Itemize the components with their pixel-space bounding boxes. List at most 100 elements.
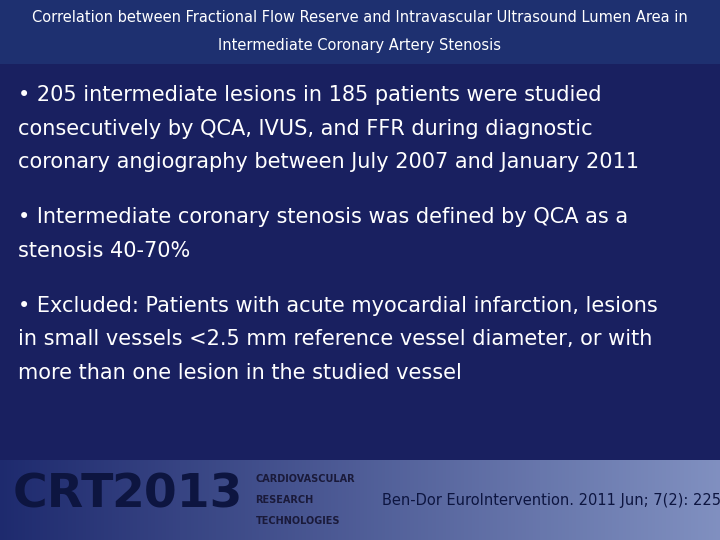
FancyBboxPatch shape <box>400 460 403 540</box>
FancyBboxPatch shape <box>493 460 497 540</box>
FancyBboxPatch shape <box>655 460 659 540</box>
Text: 2013: 2013 <box>112 472 243 517</box>
FancyBboxPatch shape <box>263 460 266 540</box>
FancyBboxPatch shape <box>299 460 302 540</box>
FancyBboxPatch shape <box>572 460 576 540</box>
FancyBboxPatch shape <box>374 460 378 540</box>
FancyBboxPatch shape <box>652 460 655 540</box>
FancyBboxPatch shape <box>234 460 238 540</box>
FancyBboxPatch shape <box>90 460 94 540</box>
FancyBboxPatch shape <box>220 460 223 540</box>
FancyBboxPatch shape <box>504 460 508 540</box>
FancyBboxPatch shape <box>425 460 428 540</box>
FancyBboxPatch shape <box>270 460 274 540</box>
FancyBboxPatch shape <box>590 460 594 540</box>
FancyBboxPatch shape <box>266 460 270 540</box>
FancyBboxPatch shape <box>392 460 396 540</box>
FancyBboxPatch shape <box>284 460 288 540</box>
FancyBboxPatch shape <box>457 460 461 540</box>
FancyBboxPatch shape <box>238 460 241 540</box>
FancyBboxPatch shape <box>119 460 122 540</box>
FancyBboxPatch shape <box>277 460 281 540</box>
FancyBboxPatch shape <box>623 460 626 540</box>
FancyBboxPatch shape <box>18 460 22 540</box>
FancyBboxPatch shape <box>418 460 421 540</box>
FancyBboxPatch shape <box>385 460 389 540</box>
FancyBboxPatch shape <box>166 460 169 540</box>
FancyBboxPatch shape <box>558 460 562 540</box>
FancyBboxPatch shape <box>79 460 83 540</box>
FancyBboxPatch shape <box>335 460 338 540</box>
Text: more than one lesion in the studied vessel: more than one lesion in the studied vess… <box>18 363 462 383</box>
FancyBboxPatch shape <box>349 460 353 540</box>
FancyBboxPatch shape <box>292 460 295 540</box>
FancyBboxPatch shape <box>716 460 720 540</box>
FancyBboxPatch shape <box>533 460 536 540</box>
FancyBboxPatch shape <box>230 460 234 540</box>
Text: stenosis 40-70%: stenosis 40-70% <box>18 241 190 261</box>
FancyBboxPatch shape <box>256 460 259 540</box>
FancyBboxPatch shape <box>403 460 407 540</box>
FancyBboxPatch shape <box>180 460 184 540</box>
FancyBboxPatch shape <box>104 460 108 540</box>
FancyBboxPatch shape <box>346 460 349 540</box>
FancyBboxPatch shape <box>482 460 486 540</box>
FancyBboxPatch shape <box>619 460 623 540</box>
FancyBboxPatch shape <box>184 460 187 540</box>
FancyBboxPatch shape <box>587 460 590 540</box>
FancyBboxPatch shape <box>706 460 709 540</box>
FancyBboxPatch shape <box>94 460 97 540</box>
FancyBboxPatch shape <box>486 460 490 540</box>
FancyBboxPatch shape <box>608 460 612 540</box>
FancyBboxPatch shape <box>594 460 598 540</box>
FancyBboxPatch shape <box>432 460 436 540</box>
FancyBboxPatch shape <box>677 460 680 540</box>
FancyBboxPatch shape <box>130 460 133 540</box>
FancyBboxPatch shape <box>540 460 544 540</box>
FancyBboxPatch shape <box>580 460 583 540</box>
Text: Intermediate Coronary Artery Stenosis: Intermediate Coronary Artery Stenosis <box>218 38 502 53</box>
Text: • Intermediate coronary stenosis was defined by QCA as a: • Intermediate coronary stenosis was def… <box>18 207 628 227</box>
FancyBboxPatch shape <box>713 460 716 540</box>
FancyBboxPatch shape <box>50 460 54 540</box>
FancyBboxPatch shape <box>176 460 180 540</box>
FancyBboxPatch shape <box>702 460 706 540</box>
FancyBboxPatch shape <box>634 460 637 540</box>
FancyBboxPatch shape <box>7 460 11 540</box>
FancyBboxPatch shape <box>691 460 695 540</box>
FancyBboxPatch shape <box>468 460 472 540</box>
FancyBboxPatch shape <box>317 460 320 540</box>
FancyBboxPatch shape <box>695 460 698 540</box>
FancyBboxPatch shape <box>371 460 374 540</box>
FancyBboxPatch shape <box>630 460 634 540</box>
FancyBboxPatch shape <box>428 460 432 540</box>
FancyBboxPatch shape <box>684 460 688 540</box>
Text: consecutively by QCA, IVUS, and FFR during diagnostic: consecutively by QCA, IVUS, and FFR duri… <box>18 119 593 139</box>
FancyBboxPatch shape <box>526 460 529 540</box>
FancyBboxPatch shape <box>421 460 425 540</box>
FancyBboxPatch shape <box>61 460 65 540</box>
FancyBboxPatch shape <box>450 460 454 540</box>
FancyBboxPatch shape <box>209 460 212 540</box>
FancyBboxPatch shape <box>101 460 104 540</box>
FancyBboxPatch shape <box>389 460 392 540</box>
FancyBboxPatch shape <box>598 460 601 540</box>
FancyBboxPatch shape <box>479 460 482 540</box>
Text: TECHNOLOGIES: TECHNOLOGIES <box>256 516 340 526</box>
FancyBboxPatch shape <box>169 460 173 540</box>
FancyBboxPatch shape <box>29 460 32 540</box>
FancyBboxPatch shape <box>32 460 36 540</box>
FancyBboxPatch shape <box>641 460 644 540</box>
FancyBboxPatch shape <box>137 460 140 540</box>
FancyBboxPatch shape <box>47 460 50 540</box>
FancyBboxPatch shape <box>11 460 14 540</box>
FancyBboxPatch shape <box>65 460 68 540</box>
FancyBboxPatch shape <box>500 460 504 540</box>
FancyBboxPatch shape <box>461 460 464 540</box>
FancyBboxPatch shape <box>306 460 310 540</box>
FancyBboxPatch shape <box>216 460 220 540</box>
FancyBboxPatch shape <box>662 460 666 540</box>
Text: Correlation between Fractional Flow Reserve and Intravascular Ultrasound Lumen A: Correlation between Fractional Flow Rese… <box>32 10 688 25</box>
FancyBboxPatch shape <box>248 460 252 540</box>
FancyBboxPatch shape <box>302 460 306 540</box>
